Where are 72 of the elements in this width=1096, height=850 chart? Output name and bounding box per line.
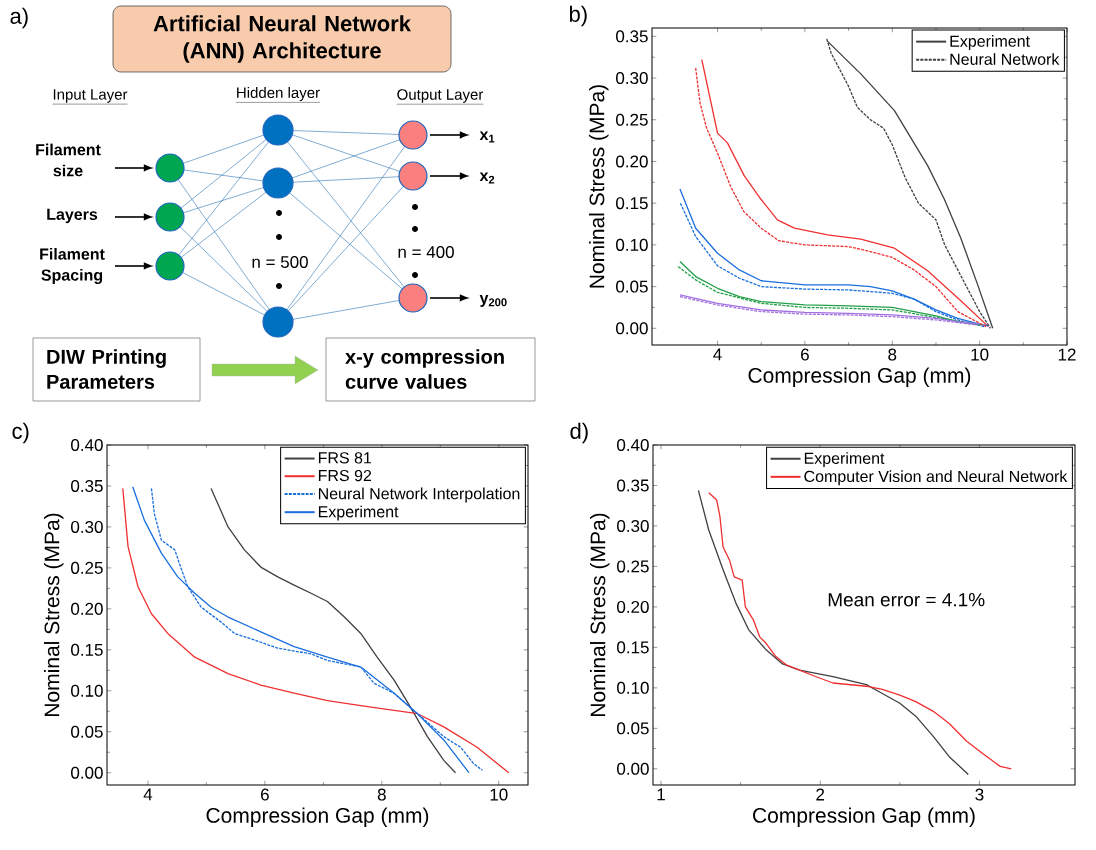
- y-tick-label: 0.05: [71, 725, 103, 738]
- y-tick-label: 0.20: [71, 602, 103, 615]
- text: Artificial Neural Network (ANN) Architecture: [153, 15, 411, 63]
- text: x-y compression curve values: [345, 349, 504, 389]
- x-axis-title: Compression Gap (mm): [206, 807, 429, 828]
- text: DIW Printing Parameters: [47, 349, 166, 389]
- y-tick-label: 0.40: [71, 438, 103, 452]
- x-tick-label: 8: [377, 788, 386, 801]
- text: c): [12, 422, 29, 444]
- text: Hidden layer: [237, 87, 320, 101]
- y-axis-title: Nominal Stress (MPa): [43, 513, 64, 716]
- legend-label: Neural Network Interpolation: [318, 487, 520, 503]
- y-tick-label: 0.30: [616, 72, 648, 85]
- y-tick-label: 0.25: [71, 561, 103, 574]
- x-axis-title: Compression Gap (mm): [753, 807, 975, 827]
- legend-label: FRS 81: [318, 452, 372, 464]
- y-axis-title: Nominal Stress (MPa): [588, 85, 609, 288]
- x-tick-label: 10: [971, 348, 989, 361]
- x-tick-label: 2: [816, 788, 825, 801]
- legend-label: Experiment: [318, 505, 399, 521]
- legend-label: Experiment: [804, 452, 885, 468]
- text: x$_{2}$: [479, 172, 495, 184]
- legend-label: Neural Network: [950, 53, 1060, 65]
- x-tick-label: 6: [801, 348, 809, 361]
- legend-label: Computer Vision and Neural Network: [804, 470, 1068, 486]
- y-tick-label: 0.35: [616, 30, 648, 43]
- text: d): [570, 422, 588, 444]
- y-tick-label: 0.10: [71, 684, 103, 697]
- x-tick-label: 10: [490, 788, 508, 801]
- x-tick-label: 4: [143, 788, 153, 801]
- y-tick-label: 0.35: [71, 479, 103, 492]
- x-tick-label: 6: [261, 788, 269, 801]
- text: y$_{200}$: [479, 295, 507, 307]
- y-tick-label: 0.25: [617, 560, 649, 573]
- y-tick-label: 0.30: [71, 520, 103, 533]
- text: Output Layer: [397, 89, 484, 103]
- y-tick-label: 0.30: [617, 519, 649, 532]
- x-tick-label: 8: [888, 348, 897, 361]
- y-tick-label: 0.20: [616, 155, 648, 168]
- text: n = 500: [252, 255, 308, 269]
- y-axis-title: Nominal Stress (MPa): [589, 513, 610, 716]
- text: Filament Spacing: [40, 248, 105, 284]
- x-tick-label: 3: [975, 788, 984, 801]
- text: Filament size: [36, 143, 101, 177]
- y-tick-label: 0.15: [616, 197, 648, 210]
- x-tick-label: 4: [713, 348, 722, 361]
- y-tick-label: 0.40: [617, 438, 649, 452]
- y-tick-label: 0.05: [616, 280, 648, 293]
- y-tick-label: 0.00: [71, 766, 103, 779]
- text: b): [569, 5, 587, 27]
- text: Input Layer: [53, 89, 128, 103]
- y-tick-label: 0.35: [617, 479, 649, 492]
- y-tick-label: 0.00: [617, 762, 649, 775]
- line-series: [708, 492, 1012, 770]
- y-tick-label: 0.10: [616, 238, 648, 251]
- y-tick-label: 0.20: [617, 600, 649, 613]
- text: n = 400: [398, 245, 454, 259]
- legend-label: Experiment: [950, 35, 1030, 50]
- y-tick-label: 0.00: [616, 322, 648, 335]
- y-tick-label: 0.15: [617, 641, 649, 654]
- text: Layers: [47, 208, 98, 224]
- legend-label: FRS 92: [318, 469, 372, 482]
- x-tick-label: 12: [1058, 348, 1076, 361]
- text: a): [10, 7, 28, 29]
- x-axis-title: Compression Gap (mm): [748, 367, 971, 387]
- y-tick-label: 0.25: [616, 113, 648, 126]
- text: x$_{1}$: [479, 131, 495, 143]
- y-tick-label: 0.05: [617, 722, 649, 735]
- y-tick-label: 0.10: [617, 681, 649, 694]
- y-tick-label: 0.15: [71, 643, 103, 656]
- annotation: Mean error = 4.1%: [828, 593, 985, 607]
- x-tick-label: 1: [657, 788, 665, 801]
